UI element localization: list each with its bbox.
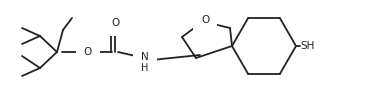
Text: O: O	[201, 15, 209, 25]
Text: N: N	[141, 52, 149, 62]
Text: O: O	[84, 47, 92, 57]
Text: H: H	[141, 63, 149, 73]
Text: SH: SH	[300, 41, 314, 51]
Text: O: O	[111, 18, 119, 28]
